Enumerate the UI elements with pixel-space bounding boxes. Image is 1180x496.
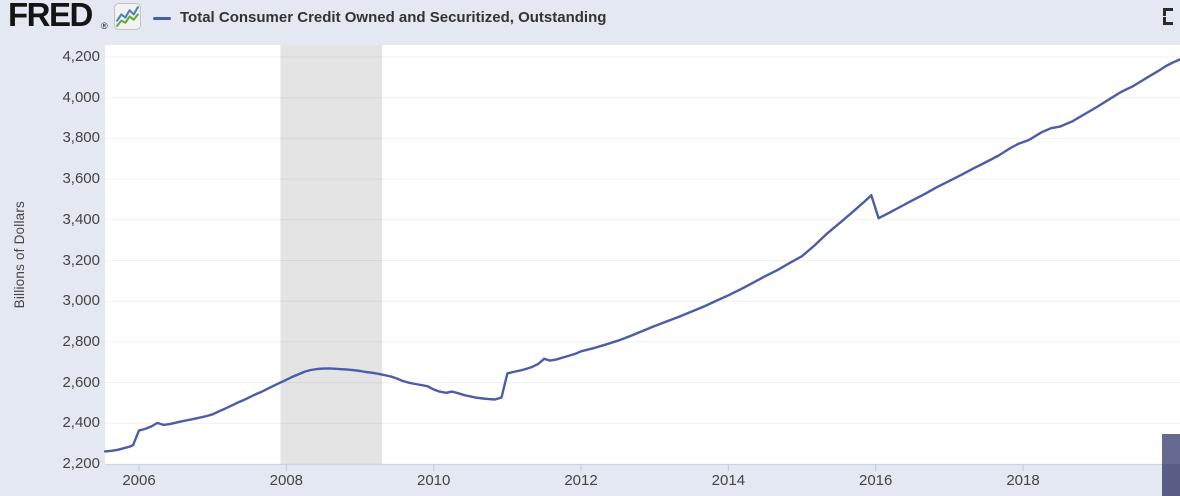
- series-legend-label[interactable]: Total Consumer Credit Owned and Securiti…: [180, 9, 607, 26]
- x-tick-label: 2018: [1006, 472, 1040, 489]
- logo-green-line: [116, 13, 139, 27]
- y-tick-label: 4,000: [62, 88, 100, 106]
- y-tick-label: 2,800: [62, 332, 100, 350]
- plot-area[interactable]: [105, 45, 1180, 464]
- fred-chart-logo-icon: [114, 3, 141, 30]
- series-color-swatch: [153, 16, 171, 20]
- y-tick-label: 3,000: [62, 292, 100, 310]
- y-tick-label: 2,200: [62, 455, 100, 472]
- range-slider-handle[interactable]: [1162, 434, 1180, 496]
- x-tick-label: 2008: [269, 472, 304, 489]
- x-tick-label: 2010: [416, 472, 451, 489]
- y-tick-label: 4,200: [62, 48, 100, 65]
- y-tick-label: 2,400: [62, 414, 100, 432]
- chart-legend: Total Consumer Credit Owned and Securiti…: [153, 9, 606, 26]
- registered-trademark-mark: ®: [101, 21, 108, 31]
- fullscreen-icon: [1163, 8, 1173, 16]
- x-tick-label: 2006: [122, 472, 156, 489]
- y-tick-label: 3,400: [62, 210, 100, 228]
- logo-blue-line: [116, 6, 139, 22]
- data-line[interactable]: [103, 58, 1180, 453]
- x-tick-label: 2016: [859, 472, 893, 489]
- recession-band: [280, 45, 383, 464]
- fullscreen-button[interactable]: [1163, 8, 1180, 26]
- x-tick-label: 2012: [564, 472, 598, 489]
- y-tick-label: 3,600: [62, 170, 100, 188]
- fullscreen-icon: [1163, 17, 1173, 25]
- fred-logo[interactable]: FRED: [8, 0, 93, 33]
- y-tick-label: 3,200: [62, 251, 100, 269]
- x-tick-label: 2014: [711, 472, 746, 489]
- y-tick-label: 3,800: [62, 129, 100, 147]
- y-tick-label: 2,600: [62, 373, 100, 391]
